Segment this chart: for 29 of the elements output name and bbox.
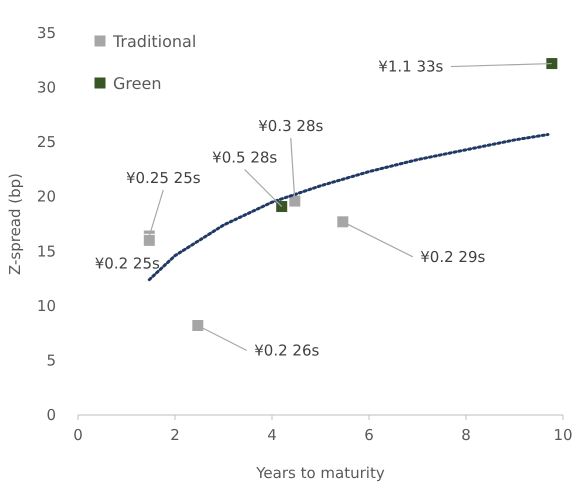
y-tick-label: 10 bbox=[36, 296, 56, 315]
y-tick-label: 0 bbox=[46, 406, 56, 424]
point bbox=[545, 57, 558, 70]
y-tick-label: 20 bbox=[36, 188, 56, 206]
y-tick-label: 35 bbox=[36, 24, 56, 42]
y-tick-label: 5 bbox=[46, 351, 56, 370]
x-tick-label: 6 bbox=[364, 426, 374, 444]
y-tick-label: 30 bbox=[36, 78, 56, 97]
point bbox=[191, 319, 204, 332]
annotation: ¥0.2 25s bbox=[94, 254, 160, 272]
y-axis-title: Z-spread (bp) bbox=[6, 172, 24, 276]
annotation: ¥1.1 33s bbox=[378, 58, 444, 76]
point bbox=[336, 215, 350, 228]
legend-label: Traditional bbox=[112, 32, 196, 51]
annotation: ¥0.2 26s bbox=[254, 342, 320, 360]
y-tick-label: 15 bbox=[36, 242, 56, 260]
x-tick-label: 4 bbox=[267, 426, 277, 444]
x-tick-label: 8 bbox=[461, 426, 471, 444]
annotation: ¥0.3 28s bbox=[258, 117, 324, 136]
x-tick-label: 10 bbox=[553, 426, 573, 444]
point bbox=[142, 234, 156, 247]
legend-label: Green bbox=[113, 74, 162, 93]
y-tick-label: 25 bbox=[36, 133, 56, 152]
annotation: ¥0.5 28s bbox=[212, 148, 278, 167]
x-axis-title: Years to maturity bbox=[255, 464, 385, 482]
annotation: ¥0.25 25s bbox=[126, 169, 201, 188]
annotation: ¥0.2 29s bbox=[420, 248, 486, 266]
x-tick-label: 0 bbox=[73, 426, 83, 444]
x-tick-label: 2 bbox=[170, 426, 180, 444]
